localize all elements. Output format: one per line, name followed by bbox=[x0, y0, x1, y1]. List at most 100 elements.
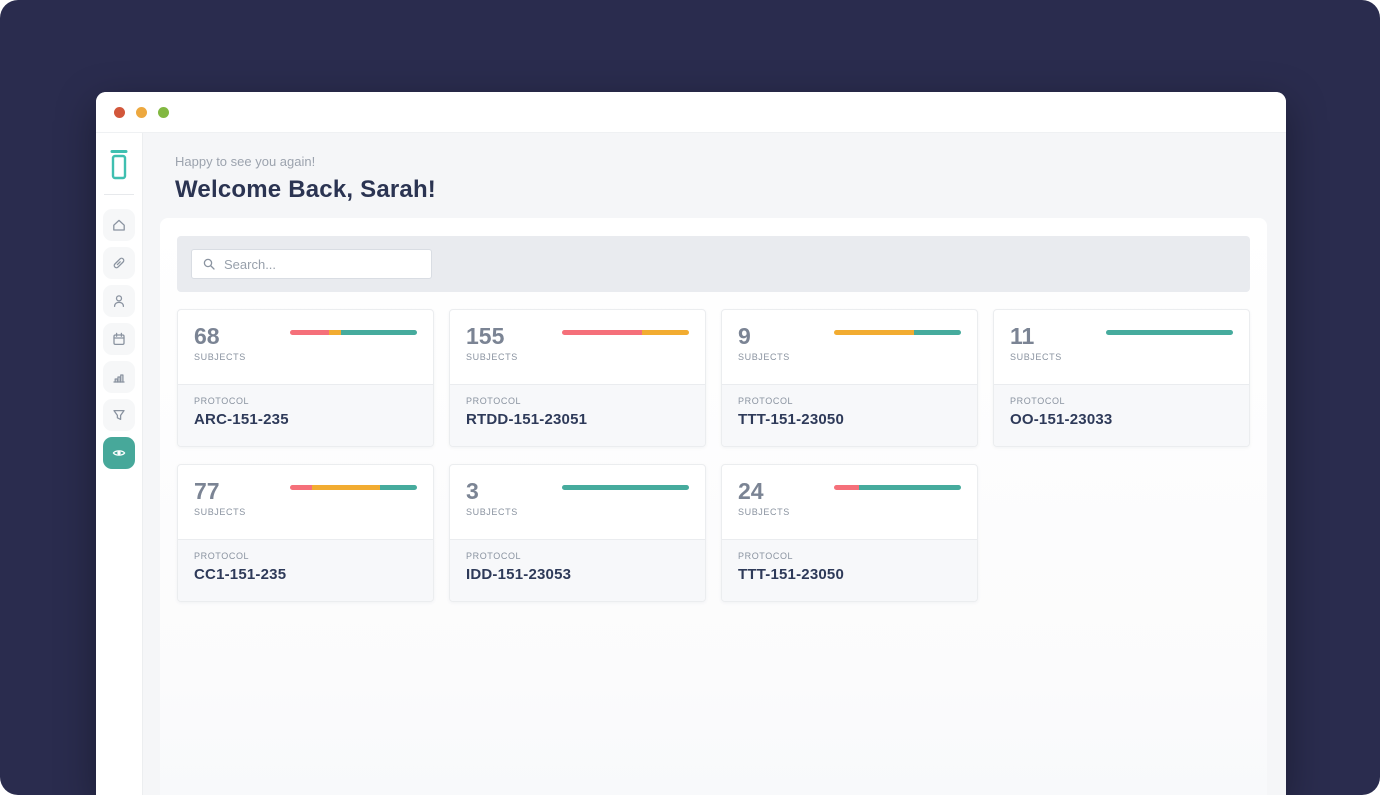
status-progress-bar bbox=[562, 330, 689, 335]
card-bottom: PROTOCOL RTDD-151-23051 bbox=[450, 384, 705, 446]
sidebar-item-calendar[interactable] bbox=[103, 323, 135, 355]
bar-segment-teal bbox=[859, 485, 961, 490]
main-content: Happy to see you again! Welcome Back, Sa… bbox=[143, 133, 1286, 795]
subjects-count: 3 bbox=[466, 478, 479, 504]
status-progress-bar bbox=[1106, 330, 1233, 335]
card-top: 3 SUBJECTS bbox=[450, 465, 705, 539]
window-zoom-button[interactable] bbox=[158, 106, 169, 118]
bar-segment-coral bbox=[562, 330, 642, 335]
app-body: Happy to see you again! Welcome Back, Sa… bbox=[96, 133, 1286, 795]
window-titlebar bbox=[96, 92, 1286, 133]
subjects-label: SUBJECTS bbox=[194, 352, 246, 363]
card-top: 11 SUBJECTS bbox=[994, 310, 1249, 384]
subjects-count: 68 bbox=[194, 323, 220, 349]
protocol-card[interactable]: 11 SUBJECTS PROTOCOL OO-151-23033 bbox=[993, 309, 1250, 447]
user-icon bbox=[113, 295, 125, 308]
test-tube-icon bbox=[113, 257, 125, 269]
calendar-icon bbox=[113, 332, 125, 346]
home-icon bbox=[113, 219, 125, 231]
bar-segment-amber bbox=[329, 330, 341, 335]
card-stat: 9 SUBJECTS bbox=[738, 323, 790, 384]
protocol-label: PROTOCOL bbox=[466, 551, 522, 561]
status-progress-bar bbox=[562, 485, 689, 490]
bar-segment-coral bbox=[290, 330, 330, 335]
sidebar bbox=[96, 133, 143, 795]
sidebar-divider bbox=[104, 194, 134, 195]
sidebar-item-users[interactable] bbox=[103, 285, 135, 317]
protocol-card[interactable]: 3 SUBJECTS PROTOCOL IDD-151-23053 bbox=[449, 464, 706, 602]
card-top: 9 SUBJECTS bbox=[722, 310, 977, 384]
card-top: 77 SUBJECTS bbox=[178, 465, 433, 539]
bar-segment-coral bbox=[290, 485, 312, 490]
sidebar-item-monitor[interactable] bbox=[103, 437, 135, 469]
subjects-label: SUBJECTS bbox=[738, 507, 790, 518]
subjects-label: SUBJECTS bbox=[738, 352, 790, 363]
bar-segment-coral bbox=[834, 485, 860, 490]
card-top: 24 SUBJECTS bbox=[722, 465, 977, 539]
bar-segment-teal bbox=[1106, 330, 1233, 335]
card-bottom: PROTOCOL CC1-151-235 bbox=[178, 539, 433, 601]
card-bottom: PROTOCOL IDD-151-23053 bbox=[450, 539, 705, 601]
bar-segment-amber bbox=[642, 330, 689, 335]
funnel-icon bbox=[113, 409, 125, 421]
bar-segment-teal bbox=[340, 330, 417, 335]
search-input[interactable] bbox=[224, 256, 421, 272]
protocol-label: PROTOCOL bbox=[194, 396, 250, 406]
subjects-label: SUBJECTS bbox=[194, 507, 246, 518]
page-header: Happy to see you again! Welcome Back, Sa… bbox=[143, 133, 1286, 218]
protocol-value: IDD-151-23053 bbox=[466, 566, 572, 583]
protocol-card[interactable]: 9 SUBJECTS PROTOCOL TTT-151-23050 bbox=[721, 309, 978, 447]
subjects-count: 11 bbox=[1010, 323, 1035, 349]
card-bottom: PROTOCOL OO-151-23033 bbox=[994, 384, 1249, 446]
subjects-count: 24 bbox=[738, 478, 764, 504]
subjects-label: SUBJECTS bbox=[1010, 352, 1062, 363]
protocol-card[interactable]: 155 SUBJECTS PROTOCOL RTDD-151-23051 bbox=[449, 309, 706, 447]
status-progress-bar bbox=[290, 485, 417, 490]
card-stat: 155 SUBJECTS bbox=[466, 323, 518, 384]
bar-segment-teal bbox=[562, 485, 689, 490]
status-progress-bar bbox=[290, 330, 417, 335]
subjects-count: 155 bbox=[466, 323, 505, 349]
eye-icon bbox=[112, 450, 126, 456]
bar-segment-teal bbox=[914, 330, 961, 335]
search-box bbox=[191, 249, 432, 279]
page-title: Welcome Back, Sarah! bbox=[175, 176, 437, 203]
protocol-card[interactable]: 77 SUBJECTS PROTOCOL CC1-151-235 bbox=[177, 464, 434, 602]
search-icon bbox=[203, 258, 215, 270]
card-stat: 77 SUBJECTS bbox=[194, 478, 246, 539]
content-panel: 68 SUBJECTS PROTOCOL ARC-151-235 155 SUB… bbox=[160, 218, 1267, 795]
status-progress-bar bbox=[834, 485, 961, 490]
subjects-label: SUBJECTS bbox=[466, 507, 518, 518]
protocol-card[interactable]: 68 SUBJECTS PROTOCOL ARC-151-235 bbox=[177, 309, 434, 447]
protocol-label: PROTOCOL bbox=[738, 551, 794, 561]
card-bottom: PROTOCOL TTT-151-23050 bbox=[722, 539, 977, 601]
app-window: Happy to see you again! Welcome Back, Sa… bbox=[96, 92, 1286, 795]
bar-segment-amber bbox=[311, 485, 381, 490]
bar-segment-amber bbox=[834, 330, 914, 335]
sidebar-item-reports[interactable] bbox=[103, 361, 135, 393]
card-bottom: PROTOCOL ARC-151-235 bbox=[178, 384, 433, 446]
window-minimize-button[interactable] bbox=[136, 106, 147, 118]
sidebar-item-filter[interactable] bbox=[103, 399, 135, 431]
status-progress-bar bbox=[834, 330, 961, 335]
card-top: 155 SUBJECTS bbox=[450, 310, 705, 384]
protocol-label: PROTOCOL bbox=[1010, 396, 1066, 406]
protocol-value: TTT-151-23050 bbox=[738, 411, 844, 428]
card-stat: 3 SUBJECTS bbox=[466, 478, 518, 539]
app-logo vial-icon bbox=[106, 148, 132, 182]
subjects-label: SUBJECTS bbox=[466, 352, 518, 363]
protocol-card[interactable]: 24 SUBJECTS PROTOCOL TTT-151-23050 bbox=[721, 464, 978, 602]
subjects-count: 77 bbox=[194, 478, 220, 504]
protocol-label: PROTOCOL bbox=[738, 396, 794, 406]
search-band bbox=[177, 236, 1250, 292]
greeting-text: Happy to see you again! bbox=[175, 154, 316, 169]
protocol-label: PROTOCOL bbox=[466, 396, 522, 406]
protocol-value: OO-151-23033 bbox=[1010, 411, 1113, 428]
sidebar-item-home[interactable] bbox=[103, 209, 135, 241]
protocol-value: RTDD-151-23051 bbox=[466, 411, 588, 428]
window-close-button[interactable] bbox=[114, 106, 125, 118]
protocol-value: TTT-151-23050 bbox=[738, 566, 844, 583]
card-stat: 68 SUBJECTS bbox=[194, 323, 246, 384]
sidebar-item-samples[interactable] bbox=[103, 247, 135, 279]
